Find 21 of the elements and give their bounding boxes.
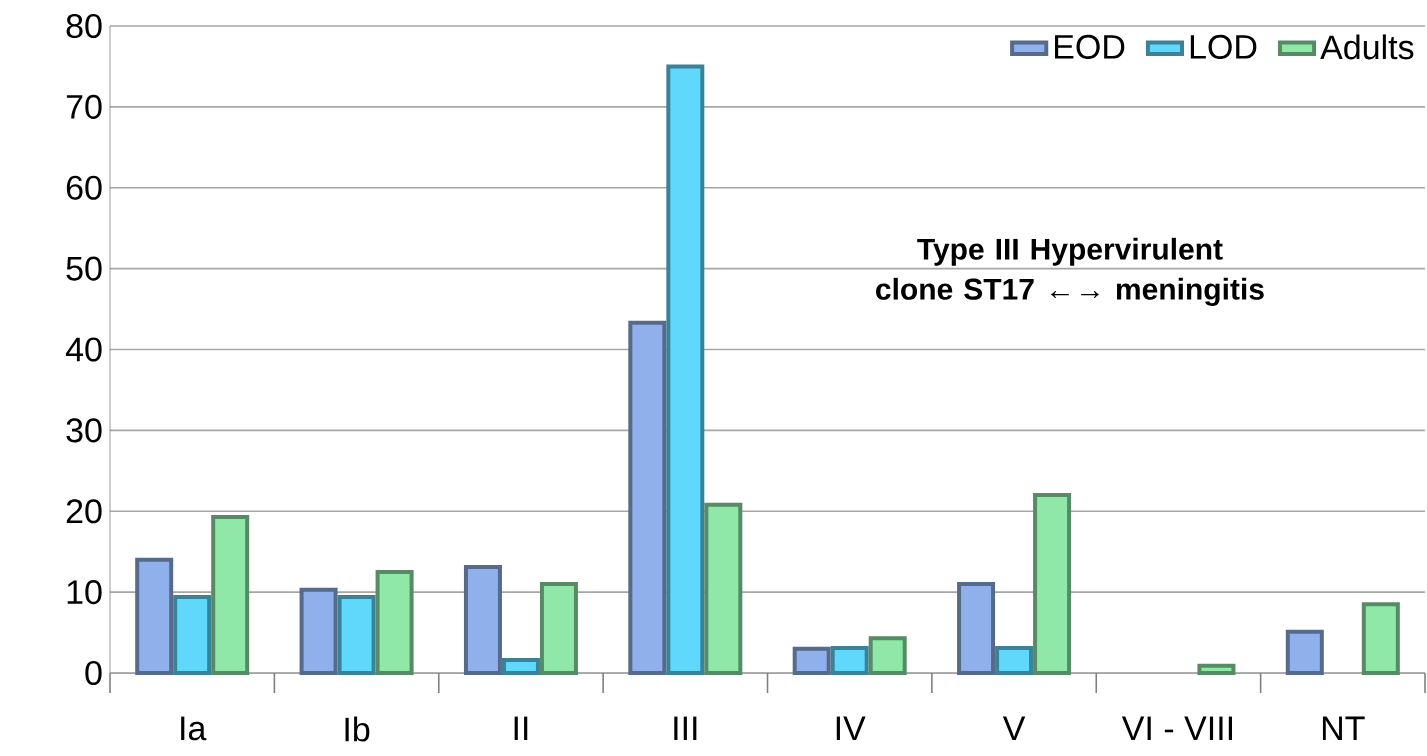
y-tick-label: 20	[66, 499, 102, 524]
y-tick-label: 60	[66, 175, 102, 200]
x-tick-label: Ib	[345, 716, 370, 742]
y-tick-label: 0	[85, 660, 102, 686]
x-tick-label: III	[674, 716, 697, 740]
legend-label: EOD	[1055, 34, 1125, 59]
y-tick-label: 40	[65, 337, 102, 362]
y-tick-label: 30	[66, 418, 102, 443]
legend-label: Adults	[1320, 34, 1414, 60]
annotation: Type III Hypervirulent clone ST17 ←→ meningitis	[876, 237, 1264, 306]
x-tick-label: Ia	[181, 716, 207, 741]
x-tick-label: IV	[836, 716, 866, 740]
x-tick-label: V	[1002, 716, 1026, 740]
x-tick-label: VI - VIII	[1121, 716, 1232, 740]
y-tick-label: 10	[67, 580, 102, 605]
y-tick-label: 80	[66, 13, 102, 39]
y-tick-label: 70	[66, 94, 102, 119]
x-tick-label: II	[514, 716, 528, 740]
legend-label: LOD	[1190, 34, 1257, 59]
x-tick-label: NT	[1322, 716, 1365, 740]
y-tick-label: 50	[66, 256, 102, 281]
